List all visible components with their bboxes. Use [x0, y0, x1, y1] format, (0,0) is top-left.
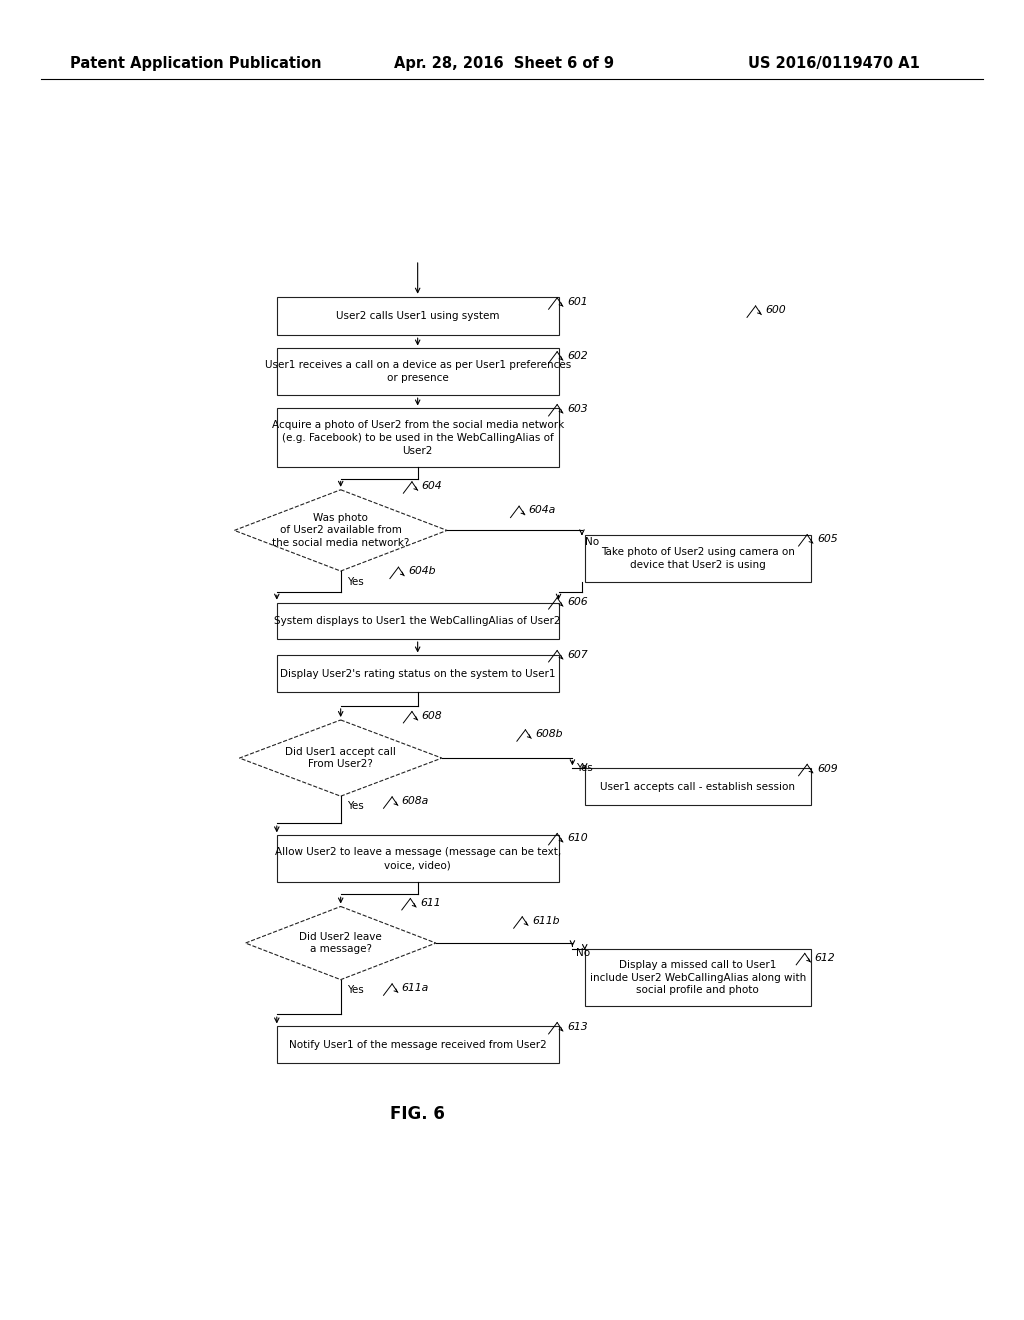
Bar	[585, 536, 811, 582]
Text: Yes: Yes	[347, 801, 364, 812]
Text: System displays to User1 the WebCallingAlias of User2: System displays to User1 the WebCallingA…	[274, 616, 561, 626]
Bar	[276, 656, 558, 692]
Text: FIG. 6: FIG. 6	[390, 1105, 445, 1123]
Text: 611: 611	[420, 898, 440, 908]
Text: Yes: Yes	[347, 985, 364, 995]
Bar	[585, 768, 811, 805]
Text: 604b: 604b	[409, 566, 435, 577]
Text: 605: 605	[817, 535, 838, 544]
Text: Acquire a photo of User2 from the social media network
(e.g. Facebook) to be use: Acquire a photo of User2 from the social…	[271, 420, 564, 455]
Text: 610: 610	[567, 833, 588, 842]
Text: Display a missed call to User1
include User2 WebCallingAlias along with
social p: Display a missed call to User1 include U…	[590, 960, 806, 995]
Text: Yes: Yes	[347, 577, 364, 587]
Text: Notify User1 of the message received from User2: Notify User1 of the message received fro…	[289, 1040, 547, 1049]
Text: 613: 613	[567, 1022, 588, 1032]
Text: 608: 608	[422, 710, 442, 721]
Text: 609: 609	[817, 764, 838, 774]
Text: User1 accepts call - establish session: User1 accepts call - establish session	[600, 781, 796, 792]
Bar	[276, 408, 558, 467]
Text: Did User2 leave
a message?: Did User2 leave a message?	[299, 932, 382, 954]
Text: 600: 600	[765, 305, 785, 315]
Text: 612: 612	[814, 953, 836, 962]
Text: No: No	[585, 536, 599, 546]
Text: 601: 601	[567, 297, 588, 308]
Text: 608b: 608b	[536, 729, 562, 739]
Text: Apr. 28, 2016  Sheet 6 of 9: Apr. 28, 2016 Sheet 6 of 9	[394, 55, 614, 71]
Text: 607: 607	[567, 649, 588, 660]
Text: Patent Application Publication: Patent Application Publication	[70, 55, 322, 71]
Text: Did User1 accept call
From User2?: Did User1 accept call From User2?	[286, 747, 396, 770]
Bar	[585, 949, 811, 1006]
Text: Take photo of User2 using camera on
device that User2 is using: Take photo of User2 using camera on devi…	[601, 548, 795, 570]
Bar	[276, 348, 558, 395]
Text: Display User2's rating status on the system to User1: Display User2's rating status on the sys…	[280, 669, 555, 678]
Text: 604a: 604a	[528, 506, 556, 516]
Text: No: No	[575, 948, 590, 958]
Text: Allow User2 to leave a message (message can be text,
voice, video): Allow User2 to leave a message (message …	[274, 847, 561, 870]
Text: 608a: 608a	[401, 796, 429, 807]
Bar	[276, 297, 558, 335]
Polygon shape	[246, 907, 436, 979]
Bar	[276, 836, 558, 882]
Polygon shape	[240, 719, 442, 796]
Text: User2 calls User1 using system: User2 calls User1 using system	[336, 312, 500, 321]
Text: 606: 606	[567, 597, 588, 607]
Text: 611a: 611a	[401, 983, 429, 993]
Bar	[276, 1027, 558, 1063]
Text: US 2016/0119470 A1: US 2016/0119470 A1	[748, 55, 920, 71]
Polygon shape	[234, 490, 447, 572]
Text: 604: 604	[422, 480, 442, 491]
Text: 602: 602	[567, 351, 588, 360]
Text: User1 receives a call on a device as per User1 preferences
or presence: User1 receives a call on a device as per…	[264, 360, 570, 383]
Bar	[276, 602, 558, 639]
Text: Yes: Yes	[575, 763, 592, 774]
Text: 611b: 611b	[531, 916, 559, 927]
Text: Was photo
of User2 available from
the social media network?: Was photo of User2 available from the so…	[272, 512, 410, 548]
Text: 603: 603	[567, 404, 588, 414]
